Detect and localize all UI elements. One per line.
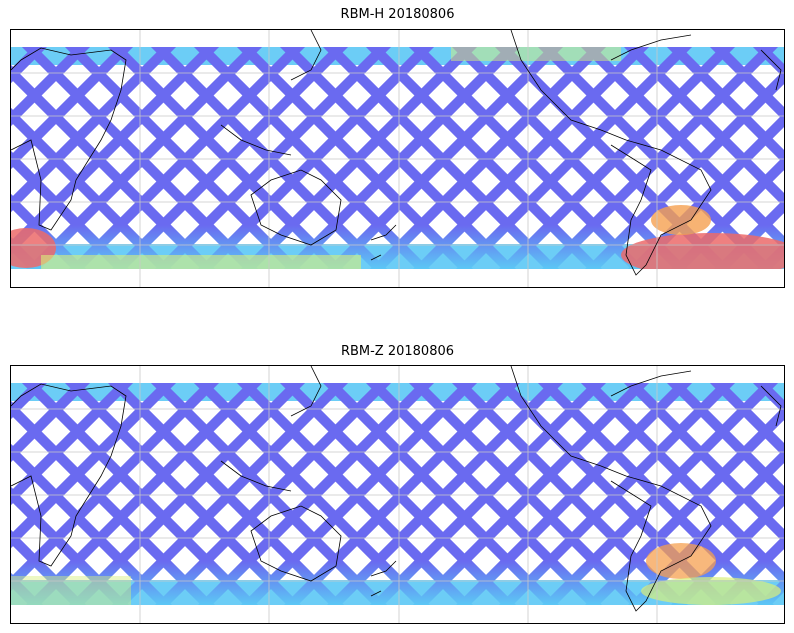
- bottom-map-panel: [10, 365, 785, 624]
- track-line: [584, 69, 784, 269]
- coastline-australia: [250, 169, 342, 246]
- top-map: [11, 30, 784, 287]
- coastline-africa: [11, 47, 127, 231]
- coastline-asia: [220, 366, 322, 492]
- satellite-tracks: [11, 383, 784, 605]
- coastline-americas: [510, 366, 712, 612]
- warm-region: [641, 577, 781, 605]
- warm-region: [41, 255, 361, 269]
- warm-region: [451, 47, 621, 61]
- coastline-asia: [220, 30, 322, 156]
- coastline-north: [610, 34, 782, 91]
- coastline-new-zealand: [370, 560, 397, 597]
- coastline-australia: [250, 505, 342, 582]
- warm-region: [11, 576, 131, 605]
- bottom-panel-title: RBM-Z 20180806: [340, 344, 455, 359]
- warm-region: [651, 205, 711, 235]
- coastline-africa: [11, 383, 127, 567]
- track-line: [584, 405, 784, 605]
- top-panel-title: RBM-H 20180806: [340, 7, 455, 22]
- top-map-panel: [10, 29, 785, 288]
- coastline-north: [610, 370, 782, 427]
- bottom-map: [11, 366, 784, 623]
- hot-region: [621, 233, 784, 269]
- coastline-americas: [510, 30, 712, 276]
- coastline-new-zealand: [370, 224, 397, 261]
- satellite-tracks: [11, 47, 784, 269]
